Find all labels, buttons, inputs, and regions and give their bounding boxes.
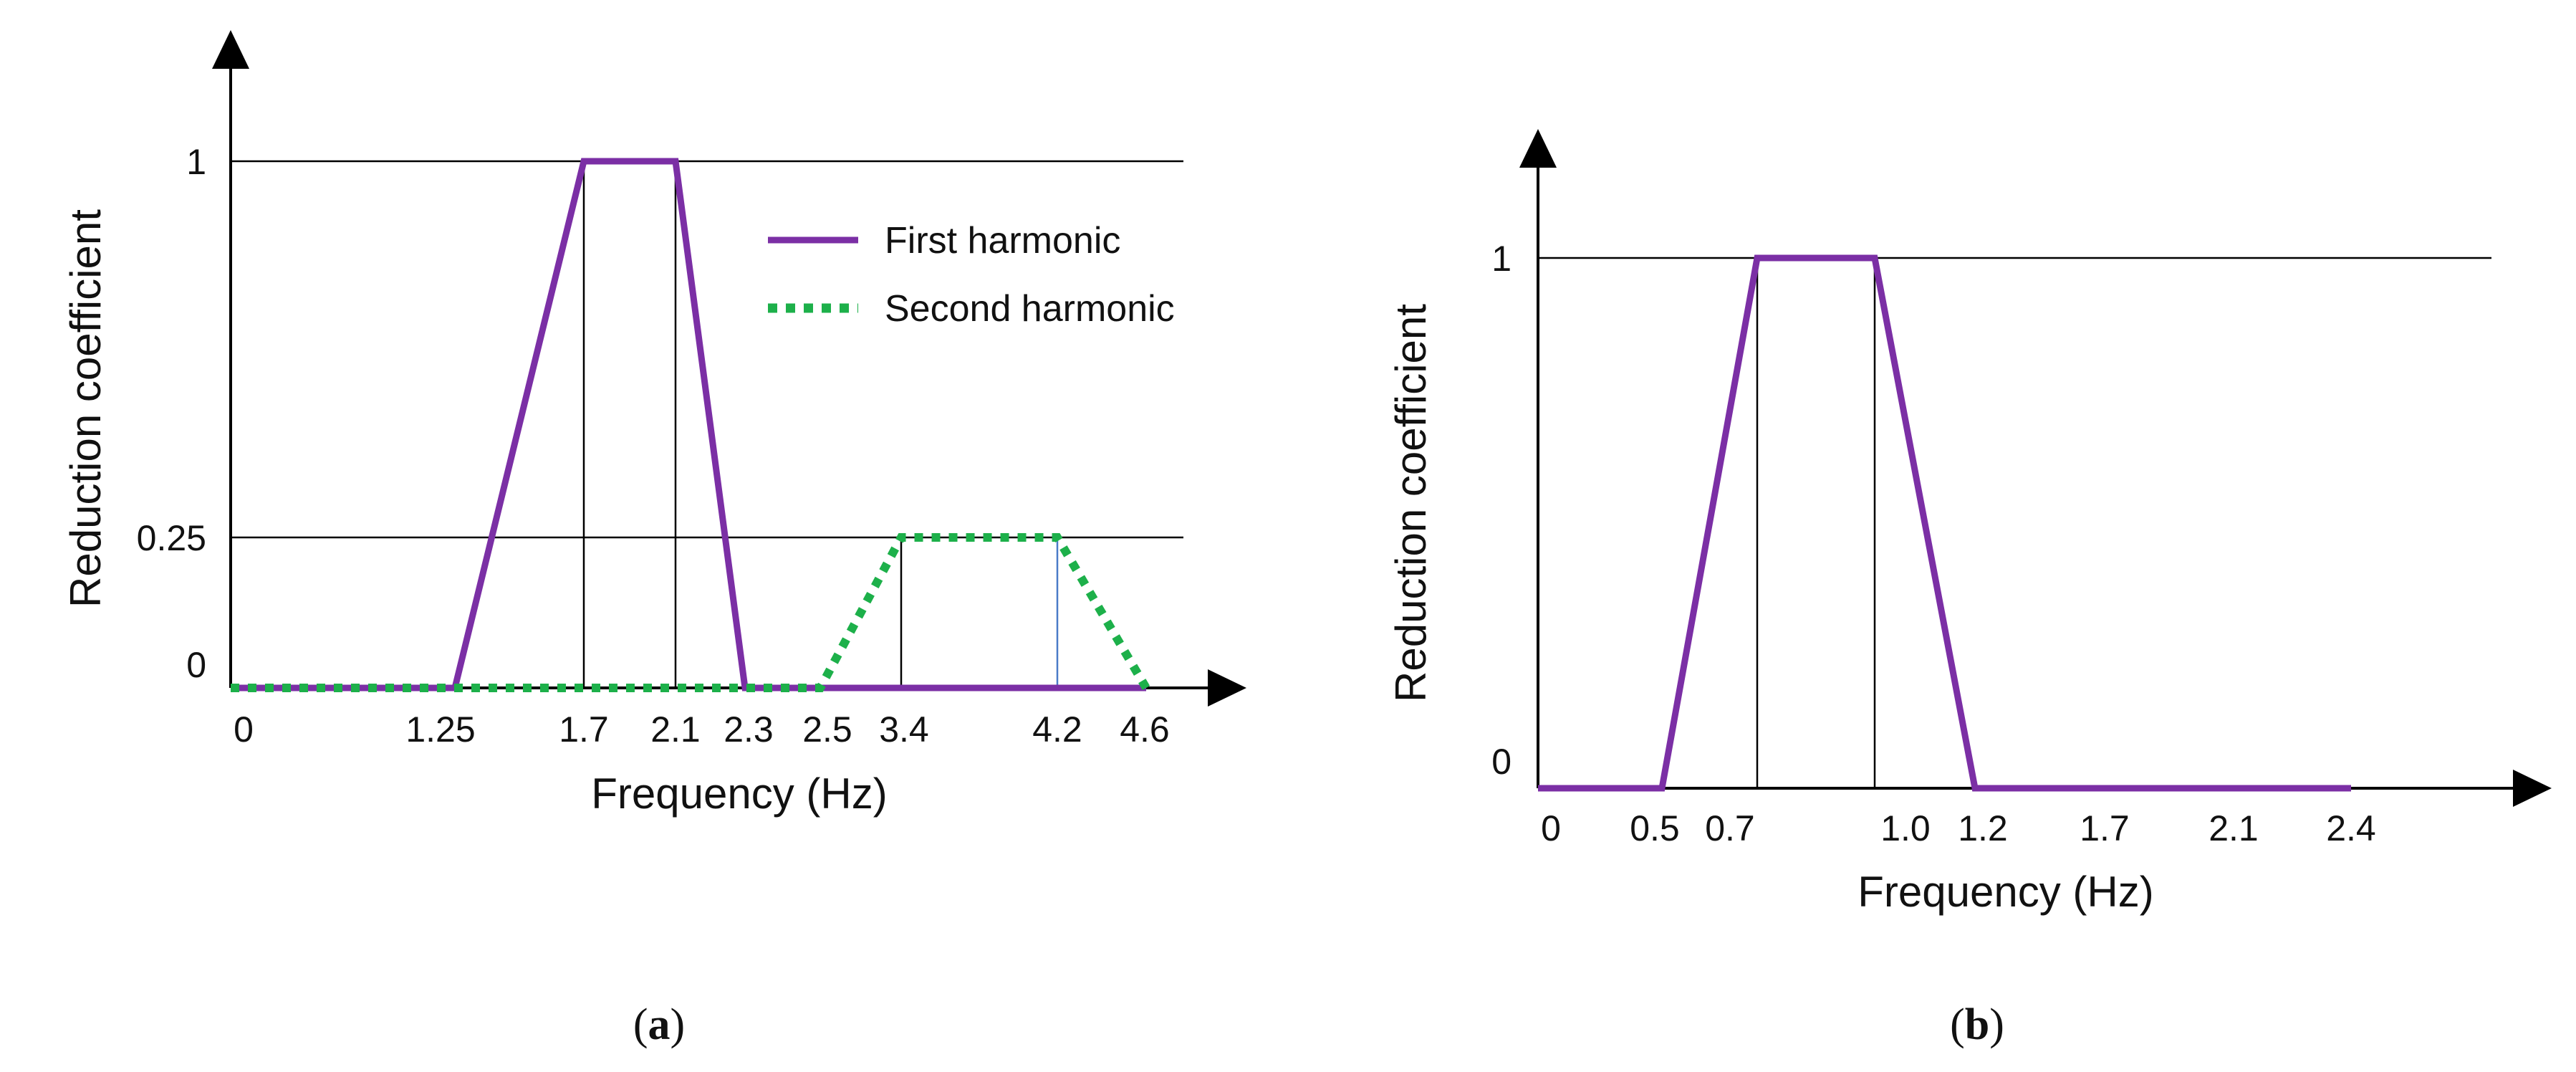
panel-b-ylabel: Reduction coefficient bbox=[1387, 304, 1435, 702]
panel-b-ytick-1: 1 bbox=[1491, 239, 1512, 279]
panel-a-xtick: 2.1 bbox=[650, 709, 701, 750]
panel-b-xtick: 0.5 bbox=[1630, 808, 1680, 848]
legend-label-first-harmonic: First harmonic bbox=[885, 220, 1120, 262]
panel-a-xtick: 4.2 bbox=[1032, 709, 1082, 750]
panel-b-xtick: 1.0 bbox=[1880, 808, 1931, 848]
panel-a-xtick: 1.7 bbox=[559, 709, 609, 750]
panel-a-xtick: 3.4 bbox=[879, 709, 929, 750]
panel-b-xtick: 0.7 bbox=[1705, 808, 1755, 848]
panel-b-caption: (b) bbox=[1950, 1000, 2004, 1049]
panel-a-ytick-1: 1 bbox=[186, 142, 206, 182]
panel-b-xtick: 0 bbox=[1541, 808, 1561, 848]
panel-a-series-second-harmonic bbox=[231, 533, 1150, 692]
legend-label-second-harmonic: Second harmonic bbox=[885, 288, 1175, 330]
panel-b: 1 0 0 0.5 0.7 1.0 1.2 1.7 2.1 2.4 Freque… bbox=[1387, 129, 2552, 1049]
panel-b-xtick: 2.4 bbox=[2326, 808, 2376, 848]
panel-a-xlabel: Frequency (Hz) bbox=[591, 770, 887, 818]
panel-a-xtick: 1.25 bbox=[405, 709, 475, 750]
panel-b-series bbox=[1538, 254, 2351, 792]
panel-a-ytick-0: 0 bbox=[186, 645, 206, 685]
panel-b-xtick: 1.2 bbox=[1958, 808, 2008, 848]
panel-a-xtick: 0 bbox=[234, 709, 254, 750]
panel-b-ytick-0: 0 bbox=[1491, 742, 1512, 782]
panel-a-ylabel: Reduction coefficient bbox=[62, 209, 110, 608]
panel-a-legend: First harmonic Second harmonic bbox=[768, 220, 1175, 330]
panel-b-x-axis-arrow bbox=[2513, 770, 2552, 807]
panel-a-series-first-harmonic bbox=[231, 158, 1146, 691]
panel-b-y-axis-arrow bbox=[1519, 129, 1557, 168]
panel-a-caption: (a) bbox=[633, 1000, 685, 1049]
panel-a-y-axis-arrow bbox=[212, 30, 249, 69]
panel-b-xtick: 1.7 bbox=[2080, 808, 2130, 848]
panel-a-ytick-025: 0.25 bbox=[137, 518, 206, 558]
panel-a-xtick: 4.6 bbox=[1120, 709, 1170, 750]
panel-b-xlabel: Frequency (Hz) bbox=[1857, 868, 2153, 916]
panel-a-xtick: 2.3 bbox=[724, 709, 774, 750]
panel-a: 1 0.25 0 0 1.25 1.7 2.1 2.3 2.5 3.4 4.2 … bbox=[62, 30, 1246, 1049]
panel-a-xtick: 2.5 bbox=[802, 709, 852, 750]
panel-a-x-axis-arrow bbox=[1208, 669, 1246, 707]
panel-b-xtick: 2.1 bbox=[2209, 808, 2259, 848]
